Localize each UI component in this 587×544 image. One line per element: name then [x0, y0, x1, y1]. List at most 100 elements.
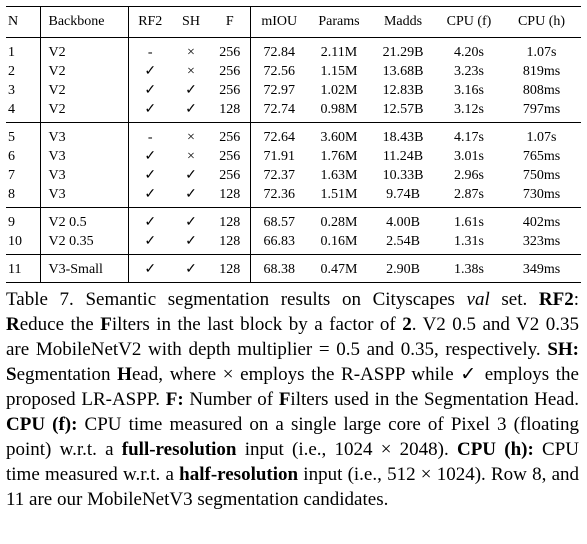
table-cell: 1.63M	[320, 167, 358, 183]
caption-text: F:	[165, 389, 184, 410]
table-cell: 2.90B	[386, 261, 420, 277]
header-cell: CPU (f)	[436, 6, 502, 38]
table-row: 3 V2 ✓ ✓ 256 72.97 1.02M 12.83B 3.16s 808ms	[6, 81, 581, 100]
caption-text: :	[573, 289, 579, 310]
table-cell: 1.15M	[320, 63, 358, 79]
table-cell: 808ms	[522, 82, 561, 98]
row-group: 5 V3- × 256 72.64 3.60M 18.43B 4.17s 1.07s 6 V3 ✓ × 2…	[6, 122, 581, 208]
table-row: 1 V2 - × 256 72.84 2.11M 21.29B 4.20s 1.07s	[6, 37, 581, 62]
table-cell: ✓	[144, 215, 157, 230]
table-cell: 4.17s	[454, 129, 484, 145]
caption-text: S	[6, 364, 17, 385]
table-cell: ✓	[144, 149, 157, 164]
table-cell: 4	[6, 100, 41, 123]
table-cell: 730ms	[522, 186, 561, 202]
caption-text: R	[6, 314, 20, 335]
table-cell: 2.96s	[454, 167, 484, 183]
table-cell: 0.16M	[320, 233, 358, 249]
table-cell: 1.61s	[454, 214, 484, 230]
table-cell: ✓	[185, 102, 197, 117]
caption-text: Number of	[183, 389, 279, 410]
table-cell: V3	[40, 147, 129, 166]
table-cell: ✓	[185, 187, 197, 202]
table-cell: ✓	[144, 234, 157, 249]
table-cell: ✓	[185, 168, 197, 183]
table-cell: V3	[40, 166, 129, 185]
table-cell: 765ms	[522, 148, 561, 164]
table-cell: 128	[210, 207, 251, 232]
table-cell: ×	[187, 63, 195, 79]
table-cell: 128	[210, 254, 251, 283]
caption-text: val	[466, 289, 490, 310]
table-cell: 256	[210, 122, 251, 147]
table-cell: V3	[40, 122, 129, 147]
table-cell: 3.01s	[454, 148, 484, 164]
table-cell: ✓	[144, 262, 157, 277]
table-cell: V2	[40, 62, 129, 81]
caption-text: H	[117, 364, 132, 385]
table-cell: 72.74	[263, 101, 296, 117]
row-group: 9 V2 0.5 ✓ ✓ 128 68.57 0.28M 4.00B 1.61s 402ms 10 V…	[6, 207, 581, 255]
table-cell: 128	[210, 232, 251, 255]
table-row: 9 V2 0.5 ✓ ✓ 128 68.57 0.28M 4.00B 1.61s 402ms	[6, 207, 581, 232]
table-cell: -	[147, 44, 153, 60]
table-cell: 1.07s	[526, 129, 557, 145]
caption-text: . V2 0.5 and V2 0.35 are MobileNetV2 wit…	[6, 314, 580, 360]
header-cell: Params	[308, 6, 370, 38]
table-cell: 3.16s	[454, 82, 484, 98]
table-cell: 1	[6, 37, 41, 62]
caption-text: CPU time measured on a single large core…	[6, 414, 579, 460]
table-cell: 0.98M	[320, 101, 358, 117]
table-cell: 128	[210, 100, 251, 123]
table-cell: V3	[40, 185, 129, 208]
caption-text: CPU (h):	[456, 439, 534, 460]
caption-text: egmentation	[16, 364, 118, 385]
table-cell: 72.97	[263, 82, 296, 98]
table-cell: 13.68B	[382, 63, 424, 79]
table-cell: 1.38s	[454, 261, 484, 277]
table-cell: 7	[6, 166, 41, 185]
table-cell: V3-Small	[40, 254, 129, 283]
caption-text: Table 7. Semantic segmentation results o…	[6, 289, 467, 310]
table-row: 6 V3 ✓ × 256 71.91 1.76M 11.24B 3.01s 765ms	[6, 147, 581, 166]
row-group: 1 V2- × 256 72.84 2.11M 21.29B 4.20s 1.07s 2 V2 ✓ × 2…	[6, 37, 581, 123]
table-cell: 6	[6, 147, 41, 166]
table-cell: ✓	[144, 168, 157, 183]
table-row: 8 V3 ✓ ✓ 128 72.36 1.51M 9.74B 2.87s 730ms	[6, 185, 581, 208]
table-cell: 1.51M	[320, 186, 358, 202]
table-cell: 9	[6, 207, 41, 232]
header-cell: Backbone	[40, 6, 129, 38]
table-cell: 4.20s	[454, 44, 484, 60]
table-cell: 72.37	[263, 167, 296, 183]
table-row: 2 V2 ✓ × 256 72.56 1.15M 13.68B 3.23s 819ms	[6, 62, 581, 81]
caption-text: CPU time measured w.r.t. a	[6, 439, 579, 485]
table-cell: 2.11M	[320, 44, 358, 60]
caption-text: CPU (f):	[6, 414, 78, 435]
table-cell: 3.12s	[454, 101, 484, 117]
table-row: 7 V3 ✓ ✓ 256 72.37 1.63M 10.33B 2.96s 750ms	[6, 166, 581, 185]
header-cell: SH	[172, 6, 210, 38]
table-cell: 256	[210, 147, 251, 166]
table-cell: V2	[40, 81, 129, 100]
caption-text: 2	[402, 314, 412, 335]
table-cell: 18.43B	[382, 129, 424, 145]
table-cell: 5	[6, 122, 41, 147]
table-cell: 1.02M	[320, 82, 358, 98]
table-cell: ✓	[144, 102, 157, 117]
table-cell: V2 0.5	[40, 207, 129, 232]
table-cell: 402ms	[522, 214, 561, 230]
table-cell: 819ms	[522, 63, 561, 79]
caption: Table 7. Semantic segmentation results o…	[6, 287, 579, 512]
table-cell: 1.31s	[454, 233, 484, 249]
table-cell: 72.56	[263, 63, 296, 79]
table-cell: 349ms	[522, 261, 561, 277]
table-cell: 12.57B	[382, 101, 424, 117]
table-cell: 8	[6, 185, 41, 208]
table-cell: 10	[6, 232, 41, 255]
table-cell: 66.83	[263, 233, 296, 249]
table-cell: 797ms	[522, 101, 561, 117]
header-cell: N	[6, 6, 41, 38]
table-cell: V2 0.35	[40, 232, 129, 255]
